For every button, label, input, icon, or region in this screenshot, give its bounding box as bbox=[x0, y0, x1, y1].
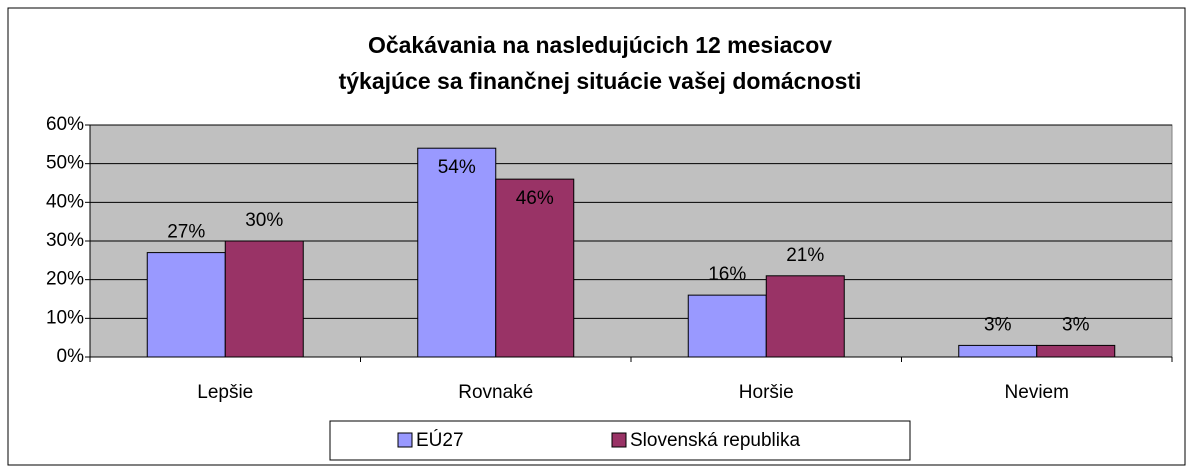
chart-title: Očakávania na nasledujúcich 12 mesiacov bbox=[368, 32, 832, 58]
bar bbox=[495, 178, 575, 358]
chart-title: týkajúce sa finančnej situácie vašej dom… bbox=[339, 68, 862, 94]
x-tick-label: Rovnaké bbox=[458, 382, 533, 403]
bar bbox=[1036, 344, 1116, 358]
legend-label: EÚ27 bbox=[416, 429, 464, 451]
x-tick-label: Neviem bbox=[1005, 382, 1069, 403]
y-tick-label: 60% bbox=[46, 114, 84, 135]
legend-label: Slovenská republika bbox=[630, 430, 800, 451]
y-tick-label: 50% bbox=[46, 153, 84, 174]
bar bbox=[687, 294, 767, 358]
y-tick-label: 40% bbox=[46, 191, 84, 212]
bar bbox=[146, 252, 226, 358]
data-label: 3% bbox=[1062, 314, 1090, 335]
data-label: 27% bbox=[167, 222, 205, 243]
y-tick-label: 30% bbox=[46, 230, 84, 251]
bar bbox=[417, 147, 497, 358]
data-label: 30% bbox=[245, 210, 283, 231]
legend-swatch bbox=[611, 432, 627, 448]
y-tick-label: 0% bbox=[57, 346, 85, 367]
x-tick-label: Lepšie bbox=[197, 382, 253, 403]
y-tick-label: 20% bbox=[46, 269, 84, 290]
y-tick-label: 10% bbox=[46, 307, 84, 328]
bar bbox=[224, 240, 304, 358]
data-label: 46% bbox=[516, 188, 554, 209]
data-label: 54% bbox=[438, 157, 476, 178]
data-label: 3% bbox=[984, 314, 1012, 335]
bar bbox=[958, 344, 1038, 358]
x-tick-label: Horšie bbox=[739, 382, 794, 403]
data-label: 16% bbox=[708, 264, 746, 285]
bar bbox=[765, 275, 845, 358]
legend-swatch bbox=[397, 432, 413, 448]
data-label: 21% bbox=[786, 245, 824, 266]
